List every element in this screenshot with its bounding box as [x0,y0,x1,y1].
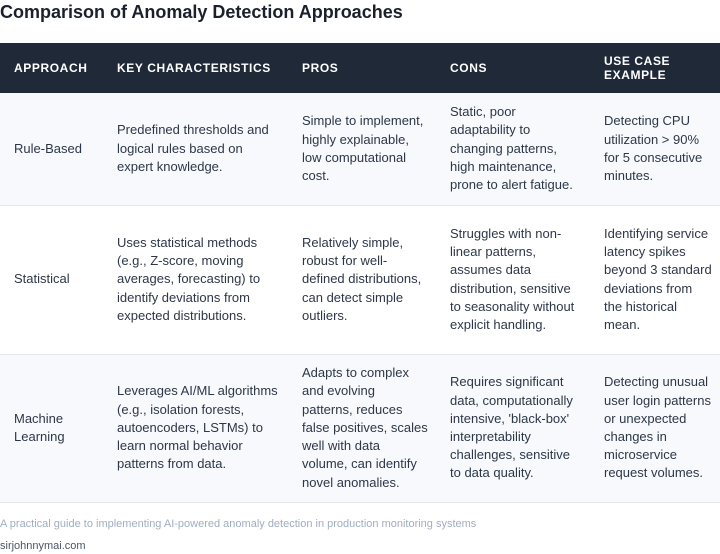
column-header-use-case-example: USE CASE EXAMPLE [590,43,720,93]
cell-cons: Requires significant data, computational… [436,354,590,503]
cell-use-case: Identifying service latency spikes beyon… [590,205,720,355]
cell-cons: Struggles with non-linear patterns, assu… [436,205,590,355]
column-header-approach: APPROACH [0,43,103,93]
cell-characteristics: Predefined thresholds and logical rules … [103,93,288,206]
comparison-table: APPROACH KEY CHARACTERISTICS PROS CONS U… [0,43,720,503]
cell-approach: Machine Learning [0,354,103,503]
cell-use-case: Detecting CPU utilization > 90% for 5 co… [590,93,720,206]
source-credit: sirjohnnymai.com [0,540,86,552]
table-row: Machine Learning Leverages AI/ML algorit… [0,354,720,503]
cell-pros: Relatively simple, robust for well-defin… [288,205,436,355]
table-row: Rule-Based Predefined thresholds and log… [0,93,720,206]
column-header-key-characteristics: KEY CHARACTERISTICS [103,43,288,93]
table-header: APPROACH KEY CHARACTERISTICS PROS CONS U… [0,43,720,93]
table-body: Rule-Based Predefined thresholds and log… [0,93,720,503]
column-header-cons: CONS [436,43,590,93]
cell-pros: Adapts to complex and evolving patterns,… [288,354,436,503]
cell-characteristics: Leverages AI/ML algorithms (e.g., isolat… [103,354,288,503]
cell-characteristics: Uses statistical methods (e.g., Z-score,… [103,205,288,355]
column-header-pros: PROS [288,43,436,93]
header-row: APPROACH KEY CHARACTERISTICS PROS CONS U… [0,43,720,93]
table-row: Statistical Uses statistical methods (e.… [0,205,720,355]
cell-cons: Static, poor adaptability to changing pa… [436,93,590,206]
cell-approach: Rule-Based [0,93,103,206]
cell-use-case: Detecting unusual user login patterns or… [590,354,720,503]
page-title: Comparison of Anomaly Detection Approach… [0,2,403,22]
cell-approach: Statistical [0,205,103,355]
cell-pros: Simple to implement, highly explainable,… [288,93,436,206]
table-caption: A practical guide to implementing AI-pow… [0,518,477,530]
